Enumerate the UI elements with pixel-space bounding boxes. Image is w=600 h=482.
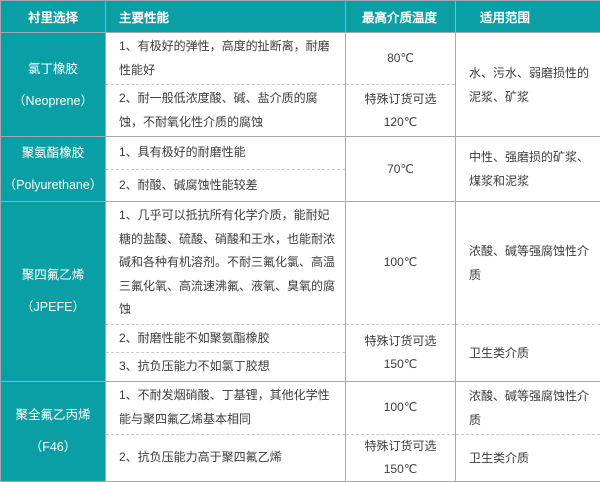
material-cell-ptfe: 聚四氟乙烯 （JPEFE） bbox=[1, 202, 106, 382]
performance-cell: 2、耐磨性能不如聚氨酯橡胶 bbox=[106, 324, 346, 353]
performance-cell: 1、不耐发烟硝酸、丁基锂，其他化学性能与聚四氟乙烯基本相同 bbox=[106, 381, 346, 434]
temperature-note: 特殊订货可选 bbox=[346, 330, 455, 353]
material-name-en: （JPEFE） bbox=[1, 291, 105, 323]
performance-cell: 1、有极好的弹性，高度的扯断离，耐磨性能好 bbox=[106, 33, 346, 85]
material-cell-f46: 聚全氟乙丙烯 （F46） bbox=[1, 381, 106, 481]
material-name-en: （Polyurethane） bbox=[1, 169, 105, 201]
temperature-note: 特殊订货可选 bbox=[346, 88, 455, 111]
material-name: 聚四氟乙烯 bbox=[1, 259, 105, 291]
header-max-medium-temperature: 最高介质温度 bbox=[346, 1, 456, 33]
temperature-cell: 特殊订货可选 150℃ bbox=[346, 434, 456, 481]
performance-cell: 2、耐酸、碱腐蚀性能较差 bbox=[106, 169, 346, 202]
performance-cell: 2、耐一般低浓度酸、碱、盐介质的腐蚀，不耐氧化性介质的腐蚀 bbox=[106, 85, 346, 137]
performance-cell: 1、几乎可以抵抗所有化学介质，能耐妃糖的盐酸、硫酸、硝酸和王水，也能耐浓碱和各种… bbox=[106, 202, 346, 325]
table-row: 聚全氟乙丙烯 （F46） 1、不耐发烟硝酸、丁基锂，其他化学性能与聚四氟乙烯基本… bbox=[1, 381, 600, 434]
range-cell: 卫生类介质 bbox=[456, 324, 600, 381]
range-cell: 浓酸、碱等强腐蚀性介质 bbox=[456, 381, 600, 434]
material-name: 聚全氟乙丙烯 bbox=[1, 399, 105, 431]
temperature-cell: 特殊订货可选 120℃ bbox=[346, 85, 456, 137]
performance-cell: 1、具有极好的耐磨性能 bbox=[106, 137, 346, 170]
temperature-cell: 100℃ bbox=[346, 381, 456, 434]
temperature-value: 120℃ bbox=[346, 111, 455, 134]
table-row: 氯丁橡胶 （Neoprene） 1、有极好的弹性，高度的扯断离，耐磨性能好 80… bbox=[1, 33, 600, 85]
header-row: 衬里选择 主要性能 最高介质温度 适用范围 bbox=[1, 1, 600, 33]
range-cell: 卫生类介质 bbox=[456, 434, 600, 481]
material-name-en: （Neoprene） bbox=[1, 85, 105, 117]
material-name: 聚氨酯橡胶 bbox=[1, 137, 105, 169]
material-name: 氯丁橡胶 bbox=[1, 53, 105, 85]
header-applicable-range: 适用范围 bbox=[456, 1, 600, 33]
temperature-value: 150℃ bbox=[346, 458, 455, 481]
performance-cell: 3、抗负压能力不如氯丁胶想 bbox=[106, 353, 346, 382]
material-name-en: （F46） bbox=[1, 431, 105, 463]
temperature-value: 150℃ bbox=[346, 353, 455, 376]
table-row: 聚氨酯橡胶 （Polyurethane） 1、具有极好的耐磨性能 70℃ 中性、… bbox=[1, 137, 600, 170]
temperature-note: 特殊订货可选 bbox=[346, 435, 455, 458]
temperature-cell: 100℃ bbox=[346, 202, 456, 325]
temperature-cell: 特殊订货可选 150℃ bbox=[346, 324, 456, 381]
header-lining-selection: 衬里选择 bbox=[1, 1, 106, 33]
performance-cell: 2、抗负压能力高于聚四氟乙烯 bbox=[106, 434, 346, 481]
range-cell: 中性、强磨损的矿浆、煤浆和泥浆 bbox=[456, 137, 600, 202]
table-row: 聚四氟乙烯 （JPEFE） 1、几乎可以抵抗所有化学介质，能耐妃糖的盐酸、硫酸、… bbox=[1, 202, 600, 325]
temperature-cell: 70℃ bbox=[346, 137, 456, 202]
material-cell-polyurethane: 聚氨酯橡胶 （Polyurethane） bbox=[1, 137, 106, 202]
header-main-performance: 主要性能 bbox=[106, 1, 346, 33]
material-cell-neoprene: 氯丁橡胶 （Neoprene） bbox=[1, 33, 106, 137]
range-cell: 水、污水、弱磨损性的泥浆、矿浆 bbox=[456, 33, 600, 137]
temperature-cell: 80℃ bbox=[346, 33, 456, 85]
range-cell: 浓酸、碱等强腐蚀性介质 bbox=[456, 202, 600, 325]
